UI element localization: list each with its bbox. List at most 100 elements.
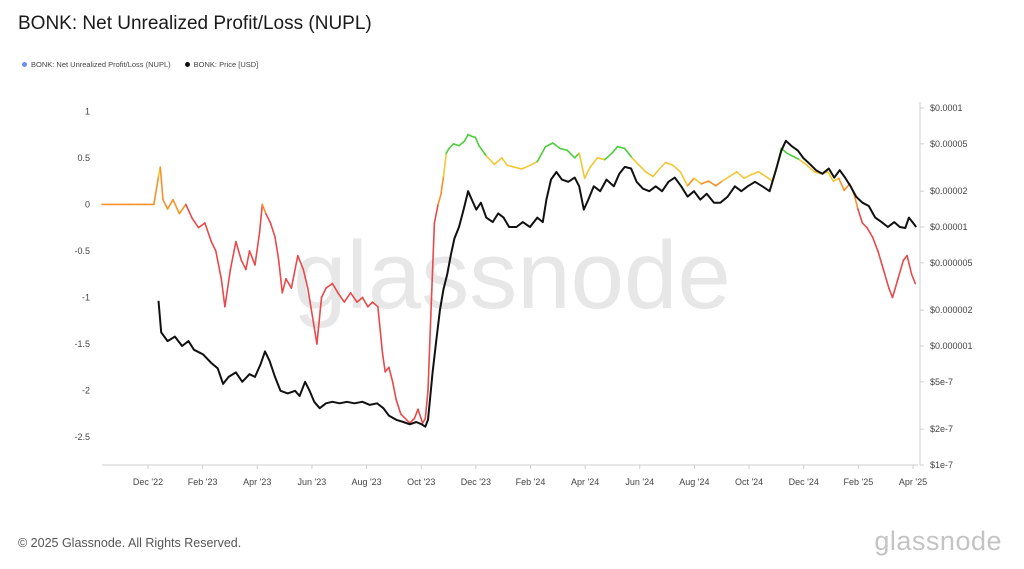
nupl-line-segment xyxy=(877,250,885,271)
nupl-line-segment xyxy=(371,301,379,308)
nupl-line-segment xyxy=(832,177,840,182)
nupl-line-segment xyxy=(424,389,429,420)
nupl-line-segment xyxy=(644,171,654,178)
nupl-line-segment xyxy=(437,194,442,206)
chart-title: BONK: Net Unrealized Profit/Loss (NUPL) xyxy=(18,13,372,34)
nupl-line-segment xyxy=(408,417,416,424)
nupl-line-segment xyxy=(693,177,703,185)
glassnode-logo: glassnode xyxy=(874,526,1002,556)
nupl-line-segment xyxy=(281,277,287,294)
nupl-line-segment xyxy=(269,222,276,238)
nupl-line-segment xyxy=(331,282,339,294)
nupl-line-segment xyxy=(583,166,591,180)
nupl-line-segment xyxy=(245,250,251,271)
nupl-line-segment xyxy=(721,175,731,182)
nupl-line-segment xyxy=(520,164,531,170)
nupl-line-segment xyxy=(404,417,411,424)
nupl-line-segment xyxy=(320,287,327,299)
nupl-line-segment xyxy=(162,198,169,210)
legend-dot-nupl-icon xyxy=(22,62,27,67)
nupl-line-segment xyxy=(274,236,280,262)
x-tick-label: Feb '23 xyxy=(188,477,218,487)
nupl-line-segment xyxy=(826,171,835,182)
nupl-line-segment xyxy=(458,140,466,147)
legend-dot-price-icon xyxy=(184,62,190,67)
legend-item-price[interactable]: BONK: Price [USD] xyxy=(184,60,258,69)
nupl-line-segment xyxy=(388,366,394,383)
legend-item-nupl[interactable]: BONK: Net Unrealized Profit/Loss (NUPL) xyxy=(22,60,171,69)
nupl-line-segment xyxy=(391,380,398,401)
nupl-line-segment xyxy=(229,240,237,271)
left-y-tick-label: -1.5 xyxy=(74,339,90,349)
nupl-line-segment xyxy=(265,212,272,224)
nupl-line-segment xyxy=(224,268,232,308)
nupl-line-segment xyxy=(377,305,384,355)
nupl-line-segment xyxy=(798,158,808,167)
left-y-tick-label: -2 xyxy=(82,386,90,396)
nupl-line-segment xyxy=(429,222,436,317)
right-y-tick-label: $0.000005 xyxy=(930,258,973,268)
copyright-text: © 2025 Glassnode. All Rights Reserved. xyxy=(18,536,242,550)
nupl-line-segment xyxy=(367,301,374,308)
nupl-line-segment xyxy=(421,417,427,424)
x-tick-label: Apr '25 xyxy=(899,477,927,487)
nupl-line-segment xyxy=(806,164,816,173)
nupl-line-segment xyxy=(765,175,774,182)
nupl-line-segment xyxy=(596,157,606,161)
nupl-line-segment xyxy=(204,222,213,243)
nupl-line-segment xyxy=(906,254,913,276)
nupl-line-segment xyxy=(853,194,859,210)
left-y-tick-label: 1 xyxy=(85,106,90,116)
nupl-line-segment xyxy=(445,147,450,154)
nupl-line-segment xyxy=(417,408,424,424)
nupl-line-segment xyxy=(529,160,539,167)
nupl-line-segment xyxy=(866,226,874,238)
nupl-line-segment xyxy=(837,177,846,192)
nupl-line-segment xyxy=(356,296,364,303)
x-tick-label: Feb '24 xyxy=(516,477,546,487)
right-y-tick-label: $1e-7 xyxy=(930,460,953,470)
nupl-line-segment xyxy=(381,352,387,373)
nupl-line-segment xyxy=(506,164,516,168)
nupl-line-segment xyxy=(544,142,554,148)
nupl-line-segment xyxy=(399,412,407,420)
nupl-line-segment xyxy=(707,180,717,187)
nupl-line-segment xyxy=(254,231,261,266)
x-tick-label: Jun '24 xyxy=(625,477,654,487)
nupl-line-segment xyxy=(311,315,318,345)
left-y-tick-label: -1 xyxy=(82,292,90,302)
nupl-line-segment xyxy=(603,152,613,161)
nupl-line-segment xyxy=(296,254,305,271)
nupl-line-segment xyxy=(735,171,745,180)
nupl-line-segment xyxy=(888,287,894,299)
nupl-line-segment xyxy=(566,149,576,159)
nupl-line-segment xyxy=(714,180,724,187)
right-y-axis: $0.0001 $0.00005 $0.00002 $0.00001 $0.000005… xyxy=(920,103,973,470)
nupl-line-segment xyxy=(285,277,293,290)
left-y-axis: 1 0.5 0 -0.5 -1 -1.5 -2 -2.5 xyxy=(74,106,90,442)
nupl-line-segment xyxy=(433,203,439,224)
nupl-line-segment xyxy=(652,168,661,178)
nupl-line-segment xyxy=(302,268,309,290)
nupl-line-segment xyxy=(153,175,160,206)
left-y-tick-label: 0 xyxy=(85,199,90,209)
nupl-line-segment xyxy=(178,203,187,215)
nupl-line-segment xyxy=(551,142,561,150)
x-axis: Dec '22 Feb '23 Apr '23 Jun '23 Aug '23 Oct '… xyxy=(133,465,927,487)
nupl-line-segment xyxy=(235,240,243,262)
right-y-tick-label: $0.00005 xyxy=(930,139,968,149)
nupl-line-segment xyxy=(172,198,181,215)
nupl-line-segment xyxy=(638,164,647,173)
nupl-line-segment xyxy=(325,282,334,290)
right-y-tick-label: $0.00002 xyxy=(930,186,968,196)
price-series xyxy=(157,139,917,428)
watermark-text: glassnode xyxy=(293,222,731,329)
nupl-line-segment xyxy=(448,143,455,150)
nupl-line-segment xyxy=(728,171,738,178)
nupl-line-segment xyxy=(343,291,352,303)
nupl-line-segment xyxy=(493,157,503,166)
nupl-line-segment xyxy=(452,143,460,147)
nupl-line-segment xyxy=(277,259,284,294)
nupl-line-segment xyxy=(857,208,864,224)
